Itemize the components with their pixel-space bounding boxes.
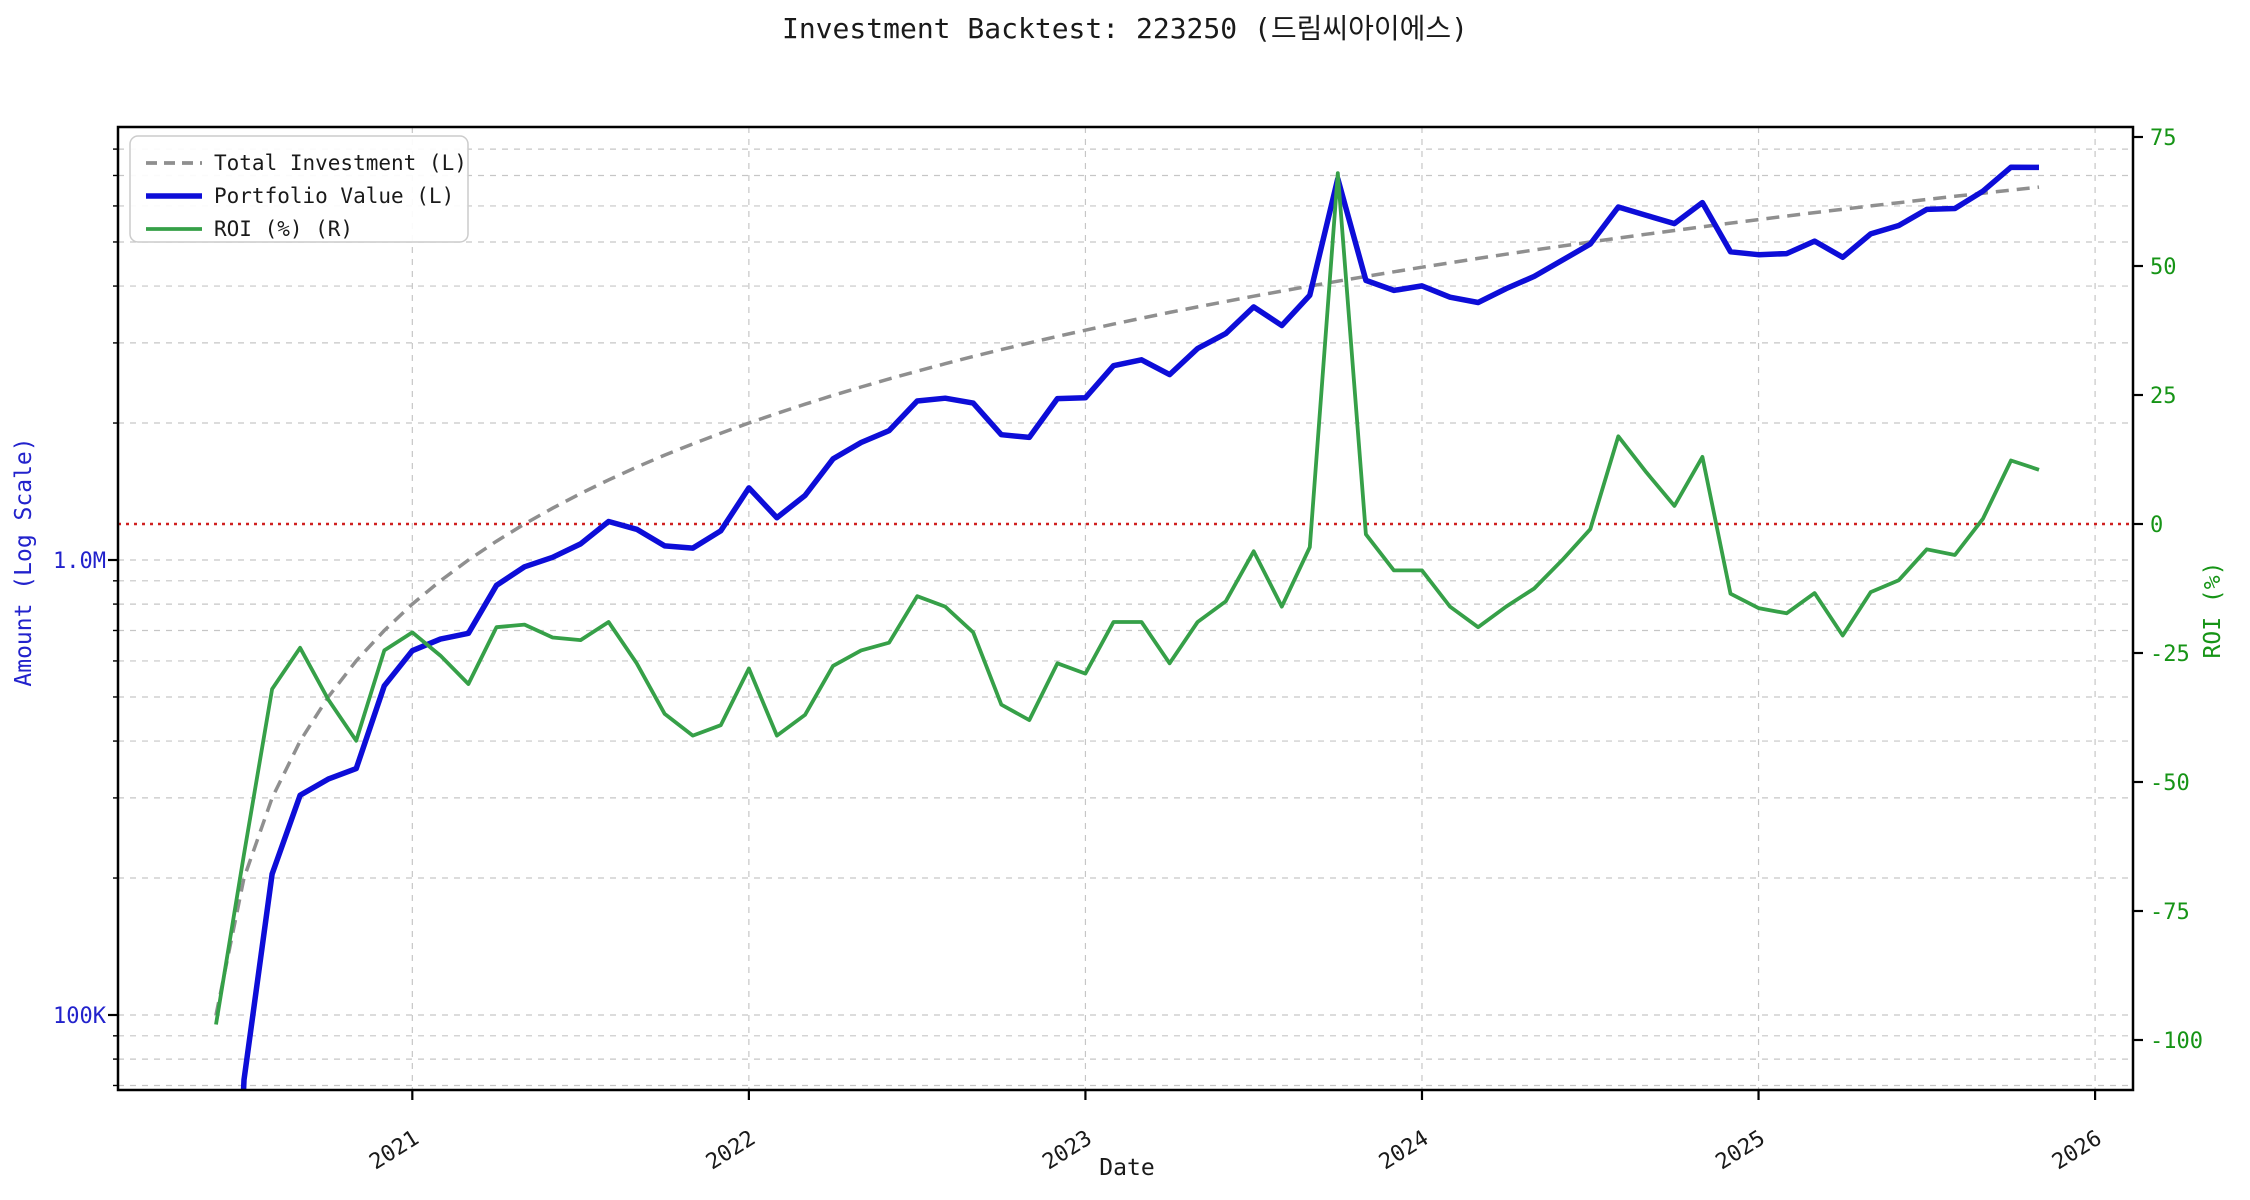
- legend: Total Investment (L) Portfolio Value (L) R…: [129, 135, 469, 243]
- legend-item-label: Total Investment (L): [214, 151, 467, 175]
- portfolio-value-line: [240, 164, 2040, 1090]
- right-axis-tick-label: 0: [2150, 513, 2163, 538]
- right-axis-tick-label: -75: [2150, 900, 2190, 925]
- legend-item-label: ROI (%) (R): [214, 217, 353, 241]
- right-axis-tick-label: 25: [2150, 384, 2177, 409]
- left-axis-label: Amount (Log Scale): [11, 437, 37, 686]
- x-axis-tick-label: 2023: [1038, 1126, 1096, 1175]
- x-axis-tick-label: 2024: [1375, 1126, 1433, 1175]
- right-axis-tick-label: 75: [2150, 126, 2177, 151]
- total-investment-line: [214, 185, 2040, 1016]
- x-axis-tick-label: 2022: [702, 1126, 760, 1175]
- grid-layer: [118, 127, 2133, 1090]
- legend-item-label: Portfolio Value (L): [214, 184, 454, 208]
- left-axis-tick-label: 100K: [53, 1004, 107, 1029]
- right-axis-label: ROI (%): [2200, 562, 2226, 659]
- x-axis-tick-label: 2025: [1712, 1126, 1770, 1175]
- legend-box: [129, 135, 469, 243]
- chart-title: Investment Backtest: 223250 (드림씨아이에스): [782, 12, 1468, 45]
- x-axis-tick-label: 2021: [365, 1126, 423, 1175]
- right-axis-tick-label: 50: [2150, 255, 2177, 280]
- right-axis-tick-label: -100: [2150, 1029, 2203, 1054]
- plot-border: [116, 125, 2135, 1092]
- x-axis-label: Date: [1099, 1155, 1154, 1181]
- roi-line: [214, 171, 2040, 1025]
- right-axis-tick-label: -50: [2150, 771, 2190, 796]
- right-axis-tick-label: -25: [2150, 642, 2190, 667]
- tick-layer: 1.0M 100K 2021 2022 2023 2024 2025 2026 75 50 25 0 -…: [53, 126, 2203, 1175]
- x-axis-tick-label: 2026: [2048, 1126, 2106, 1175]
- left-axis-tick-label: 1.0M: [53, 549, 106, 574]
